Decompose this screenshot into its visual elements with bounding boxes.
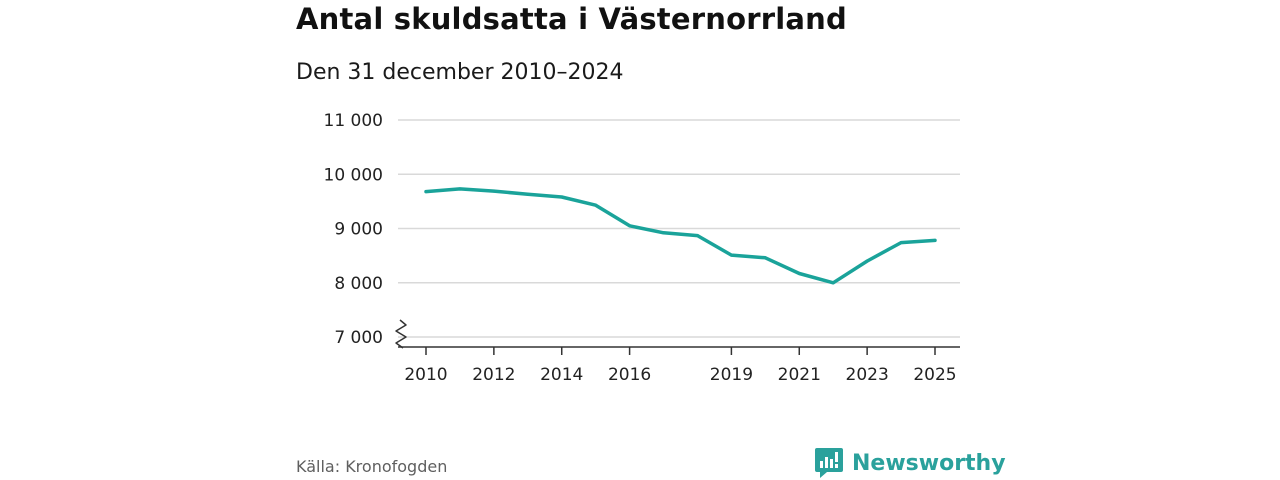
data-point (797, 272, 801, 276)
data-point (594, 203, 598, 207)
x-axis (398, 346, 960, 355)
axis-break-zigzag (395, 319, 407, 349)
source-note: Källa: Kronofogden (296, 457, 448, 476)
data-point (628, 224, 632, 228)
x-tick-label: 2019 (710, 365, 753, 385)
data-point (662, 231, 666, 235)
axis-break-icon (395, 319, 407, 349)
x-tick-label: 2010 (404, 365, 447, 385)
y-tick-label: 11 000 (324, 111, 383, 131)
data-point (560, 195, 564, 199)
x-tick-label: 2023 (846, 365, 889, 385)
x-tick-label: 2016 (608, 365, 651, 385)
data-point (458, 187, 462, 191)
x-tick-label: 2012 (472, 365, 515, 385)
data-point (865, 259, 869, 263)
data-point (729, 253, 733, 257)
gridlines (398, 119, 960, 338)
data-point (899, 241, 903, 245)
data-point (424, 190, 428, 194)
series-group (424, 187, 937, 285)
newsworthy-logo-icon (815, 448, 843, 478)
data-point (526, 192, 530, 196)
y-tick-label: 9 000 (334, 220, 383, 240)
newsworthy-brand[interactable]: Newsworthy (814, 446, 1006, 480)
y-axis-tick-labels: 11 000 10 000 9 000 8 000 7 000 (324, 111, 383, 348)
x-tick-label: 2025 (913, 365, 956, 385)
series-line (424, 187, 937, 285)
data-point (695, 234, 699, 238)
x-axis-tick-labels: 2010 2012 2014 2016 2019 2021 2023 2025 (404, 365, 956, 385)
data-point (492, 189, 496, 193)
x-tick-label: 2021 (778, 365, 821, 385)
y-tick-label: 7 000 (334, 328, 383, 348)
chart-title: Antal skuldsatta i Västernorrland (296, 2, 847, 36)
data-point (933, 238, 937, 242)
y-tick-label: 10 000 (324, 165, 383, 185)
x-tick-label: 2014 (540, 365, 583, 385)
data-point (831, 281, 835, 285)
brand-name: Newsworthy (852, 450, 1006, 476)
data-point (763, 256, 767, 260)
y-tick-label: 8 000 (334, 274, 383, 294)
chart-subtitle: Den 31 december 2010–2024 (296, 60, 624, 85)
